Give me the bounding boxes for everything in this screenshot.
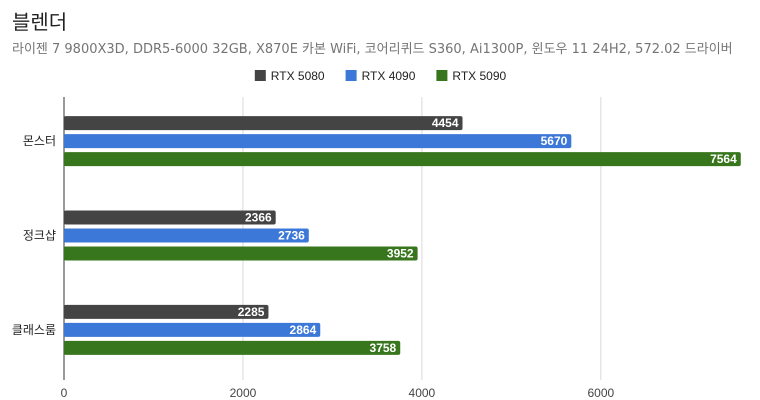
legend-swatch-rtx-4090 xyxy=(345,70,357,81)
legend-swatch-rtx-5080 xyxy=(254,70,266,81)
bar-rtx-5080-2 xyxy=(64,304,269,319)
x-tick-label-4000: 4000 xyxy=(409,386,436,400)
bar-rtx-5090-1 xyxy=(64,246,418,261)
data-label-rtx-5080-2: 2285 xyxy=(238,305,265,319)
data-label-rtx-4090-0: 5670 xyxy=(541,134,568,148)
x-tick-label-0: 0 xyxy=(61,386,68,400)
chart-title: 블렌더 xyxy=(12,10,68,34)
x-tick-label-6000: 6000 xyxy=(587,386,614,400)
data-label-rtx-5090-2: 3758 xyxy=(370,341,397,355)
legend-label-rtx-5090: RTX 5090 xyxy=(452,69,506,83)
data-label-rtx-5090-1: 3952 xyxy=(387,247,414,261)
bar-rtx-5080-1 xyxy=(64,210,276,225)
bar-rtx-4090-2 xyxy=(64,322,321,337)
data-label-rtx-5080-1: 2366 xyxy=(245,211,272,225)
bar-rtx-4090-0 xyxy=(64,134,572,149)
data-label-rtx-5080-0: 4454 xyxy=(432,116,459,130)
bar-rtx-5090-0 xyxy=(64,152,741,167)
bar-rtx-5080-0 xyxy=(64,116,463,131)
legend-label-rtx-4090: RTX 4090 xyxy=(362,69,416,83)
category-label-2: 클래스룸 xyxy=(12,323,56,337)
data-label-rtx-5090-0: 7564 xyxy=(710,152,737,166)
legend-label-rtx-5080: RTX 5080 xyxy=(271,69,325,83)
x-tick-label-2000: 2000 xyxy=(230,386,257,400)
chart-subtitle: 라이젠 7 9800X3D, DDR5-6000 32GB, X870E 카본 … xyxy=(12,42,733,57)
category-label-1: 정크샵 xyxy=(23,229,56,243)
legend-swatch-rtx-5090 xyxy=(436,70,448,81)
bar-rtx-5090-2 xyxy=(64,340,401,355)
category-label-0: 몬스터 xyxy=(23,134,56,148)
bar-rtx-4090-1 xyxy=(64,228,309,243)
data-label-rtx-4090-1: 2736 xyxy=(278,229,305,243)
data-label-rtx-4090-2: 2864 xyxy=(290,323,317,337)
